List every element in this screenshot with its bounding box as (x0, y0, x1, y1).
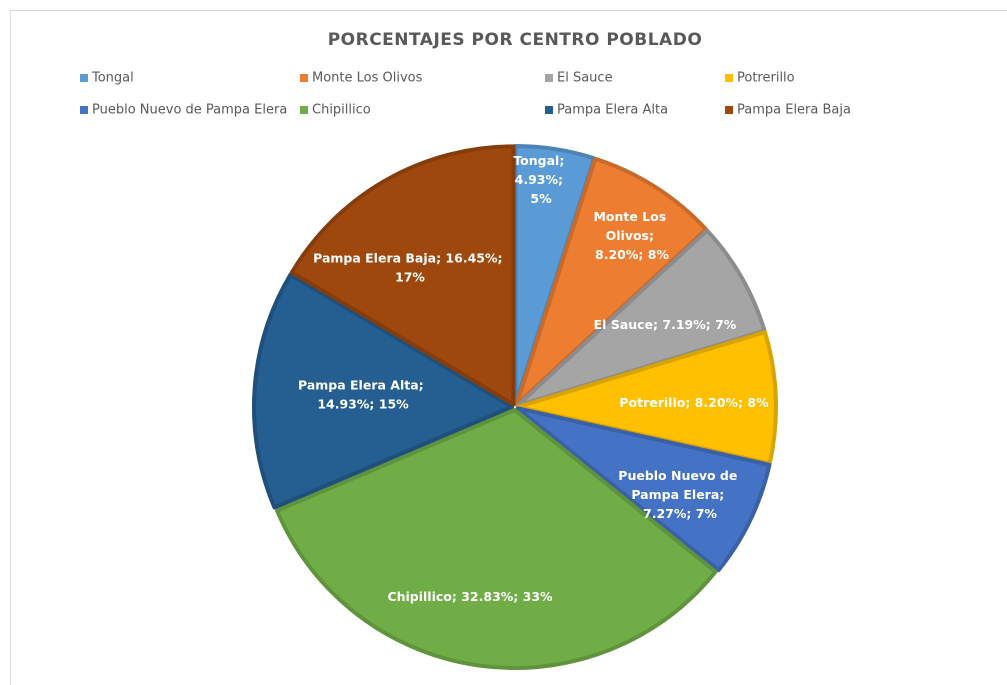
legend-label: El Sauce (557, 71, 613, 86)
data-label: Chipillico; 32.83%; 33% (387, 589, 553, 604)
legend-label: Monte Los Olivos (312, 71, 423, 86)
legend-label: Pampa Elera Baja (737, 103, 851, 118)
pie-slice (252, 272, 515, 510)
data-label: Potrerillo; 8.20%; 8% (619, 395, 769, 410)
legend-swatch (725, 74, 733, 82)
legend-label: Tongal (91, 71, 134, 86)
legend-label: Chipillico (312, 103, 371, 118)
pie-slice (515, 406, 772, 573)
data-label: Tongal; 4.93%; 5% (513, 153, 568, 206)
pie-slice (275, 407, 718, 670)
legend-swatch (545, 74, 553, 82)
legend-label: Pueblo Nuevo de Pampa Elera (92, 103, 287, 118)
legend-swatch (545, 106, 553, 114)
legend-label: Potrerillo (737, 71, 795, 86)
pie-slice (514, 156, 709, 407)
legend-label: Pampa Elera Alta (557, 103, 668, 118)
data-label: Pampa Elera Baja; 16.45%; 17% (313, 250, 507, 284)
pie-slice (289, 144, 516, 407)
legend-swatch (80, 106, 88, 114)
data-label: El Sauce; 7.19%; 7% (594, 317, 737, 332)
legend-swatch (300, 106, 308, 114)
legend-swatch (80, 74, 88, 82)
data-label: Pampa Elera Alta; 14.93%; 15% (298, 377, 428, 411)
legend-swatch (300, 74, 308, 82)
pie-slice (515, 228, 767, 408)
data-label: Monte Los Olivos; 8.20%; 8% (593, 209, 670, 262)
legend-swatch (725, 106, 733, 114)
chart-title: PORCENTAJES POR CENTRO POBLADO (328, 30, 703, 50)
data-label: Pueblo Nuevo de Pampa Elera; 7.27%; 7% (618, 468, 741, 521)
pie-slice (515, 330, 778, 466)
